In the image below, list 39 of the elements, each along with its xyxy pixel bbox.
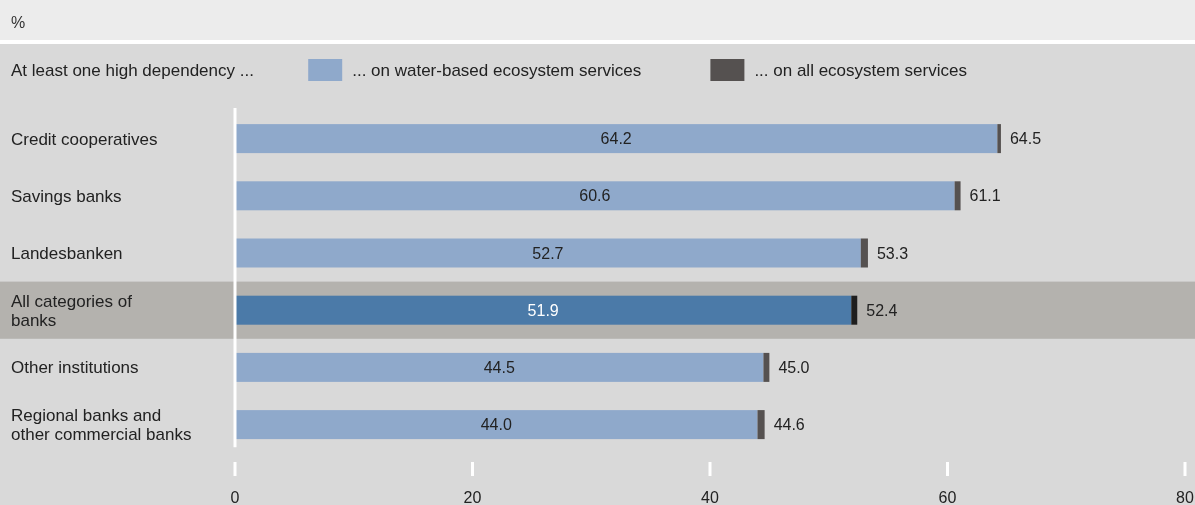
x-tick-label: 80 (1176, 488, 1194, 505)
y-tick-label: Landesbanken (11, 243, 123, 263)
bar (763, 352, 770, 382)
bar (851, 295, 858, 325)
data-label: 44.0 (480, 416, 512, 434)
total-label: 53.3 (876, 244, 909, 262)
bar (235, 410, 758, 440)
bar (997, 124, 1001, 154)
legend-label: ... on water-based ecosystem services (352, 60, 642, 80)
data-label: 51.9 (527, 301, 559, 319)
bar (757, 410, 765, 440)
total-label: 52.4 (866, 301, 898, 319)
total-label: 45.0 (778, 359, 810, 376)
data-label: 44.5 (483, 359, 515, 376)
bar (235, 124, 998, 154)
y-tick-label: Other institutions (11, 358, 139, 378)
y-tick-label: All categories of banks (11, 291, 133, 330)
y-tick-label: Savings banks (11, 186, 122, 206)
total-label: 61.1 (969, 187, 1001, 205)
y-tick-label: Credit cooperatives (11, 129, 158, 149)
bar (235, 295, 852, 325)
bar (235, 238, 861, 268)
y-tick-label: Regional banks and other commercial banks (11, 406, 192, 445)
total-label: 64.5 (1009, 130, 1042, 148)
data-label: 60.6 (579, 187, 611, 205)
x-tick-label: 60 (938, 488, 957, 505)
data-label: 64.2 (600, 130, 632, 148)
total-label: 44.6 (773, 416, 805, 434)
x-axis-title: % (11, 13, 26, 31)
legend-label: ... on all ecosystem services (754, 60, 967, 80)
x-tick-label: 20 (463, 488, 482, 505)
x-tick-label: 40 (701, 488, 719, 505)
legend-title: At least one high dependency ... (11, 60, 254, 80)
bar (235, 181, 955, 211)
data-label: 52.7 (532, 244, 564, 262)
x-tick-label: 0 (230, 488, 240, 505)
bar (860, 238, 868, 268)
bar (954, 181, 961, 211)
bar (235, 352, 764, 382)
